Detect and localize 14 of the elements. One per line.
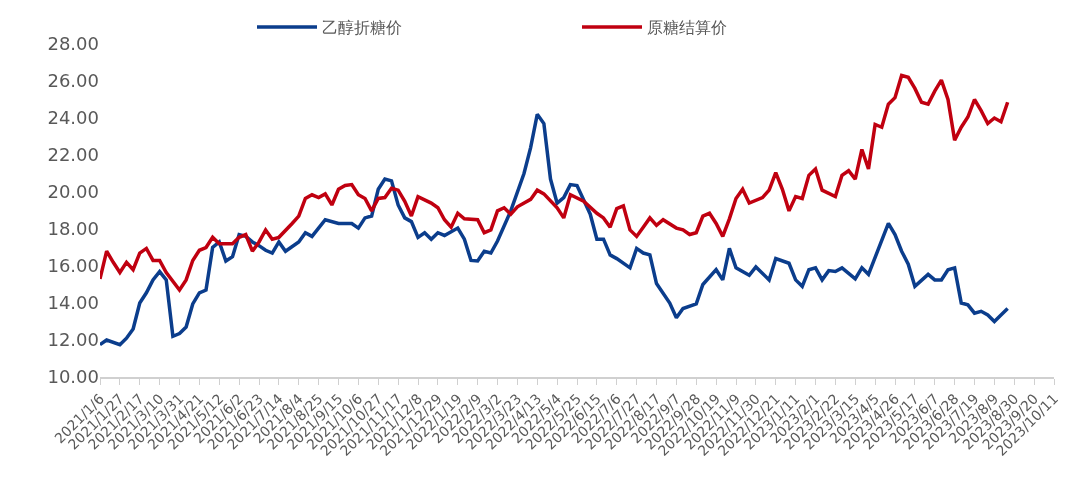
- y-tick-label: 18.00: [47, 218, 99, 240]
- y-tick-label: 12.00: [47, 329, 99, 351]
- line-series: [100, 73, 1010, 292]
- y-tick-label: 26.00: [47, 70, 99, 92]
- line-series: [100, 112, 1010, 347]
- y-tick-label: 20.00: [47, 181, 99, 203]
- y-tick-label: 16.00: [47, 255, 99, 277]
- y-tick-label: 24.00: [47, 107, 99, 129]
- y-tick-label: 28.00: [47, 33, 99, 55]
- y-tick-label: 14.00: [47, 292, 99, 314]
- y-tick-label: 10.00: [47, 366, 99, 388]
- legend-label: 原糖结算价: [647, 18, 727, 38]
- legend-label: 乙醇折糖价: [322, 18, 402, 38]
- y-tick-label: 22.00: [47, 144, 99, 166]
